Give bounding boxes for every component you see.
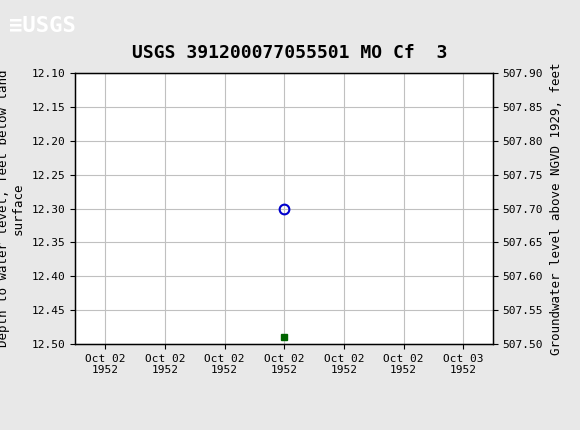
- Text: ≡USGS: ≡USGS: [9, 16, 75, 36]
- Y-axis label: Depth to water level, feet below land
surface: Depth to water level, feet below land su…: [0, 70, 25, 347]
- Y-axis label: Groundwater level above NGVD 1929, feet: Groundwater level above NGVD 1929, feet: [550, 62, 563, 355]
- Legend: Period of approved data: Period of approved data: [176, 429, 393, 430]
- Text: USGS 391200077055501 MO Cf  3: USGS 391200077055501 MO Cf 3: [132, 44, 448, 62]
